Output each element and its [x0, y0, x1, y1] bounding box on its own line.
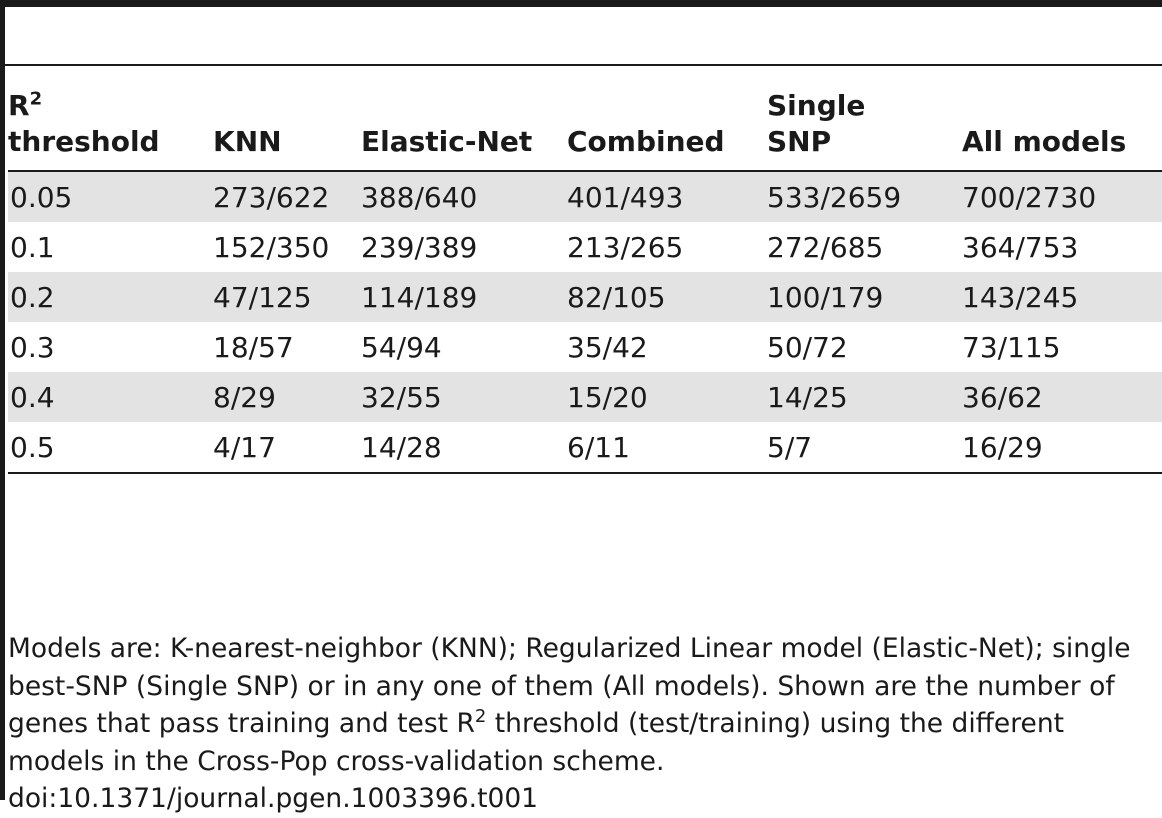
- cell-elastic-net: 388/640: [361, 171, 567, 222]
- header-combined: Combined: [567, 125, 725, 158]
- table-row: 0.3 18/57 54/94 35/42 50/72 73/115: [8, 322, 1162, 372]
- cell-elastic-net: 32/55: [361, 372, 567, 422]
- header-row: R2 threshold KNN Elastic-Net Combined Si…: [8, 88, 1162, 171]
- cell-combined: 6/11: [567, 430, 630, 464]
- footnote-sup: 2: [474, 706, 487, 728]
- header-knn: KNN: [213, 125, 282, 158]
- cell-knn: 273/622: [213, 171, 361, 222]
- header-single-line2: SNP: [767, 125, 832, 158]
- cell-threshold: 0.4: [8, 372, 213, 422]
- cell-single-snp: 14/25: [767, 372, 962, 422]
- cell-all-models: 364/753: [962, 230, 1079, 264]
- cell-knn: 152/350: [213, 230, 330, 264]
- cell-all-models: 73/115: [962, 330, 1061, 364]
- cell-single-snp: 533/2659: [767, 171, 962, 222]
- top-rule: [0, 0, 1162, 7]
- footnote-doi: doi:10.1371/journal.pgen.1003396.t001: [8, 783, 539, 814]
- cell-threshold: 0.5: [10, 430, 55, 464]
- cell-elastic-net: 54/94: [361, 330, 442, 364]
- cell-all-models: 16/29: [962, 430, 1043, 464]
- table-row: 0.1 152/350 239/389 213/265 272/685 364/753: [8, 222, 1162, 272]
- table-row: 0.05 273/622 388/640 401/493 533/2659 700/273…: [8, 171, 1162, 222]
- cell-combined: 35/42: [567, 330, 648, 364]
- header-single-line1: Single: [767, 89, 866, 122]
- header-threshold-sup: 2: [29, 88, 43, 110]
- footnote-text-1: Models are: K-nearest-neighbor (KNN); Re…: [8, 633, 1131, 739]
- table-row: 0.5 4/17 14/28 6/11 5/7 16/29: [8, 422, 1162, 473]
- cell-all-models: 143/245: [962, 272, 1162, 322]
- cell-elastic-net: 114/189: [361, 272, 567, 322]
- cell-threshold: 0.1: [10, 230, 55, 264]
- cell-threshold: 0.3: [10, 330, 55, 364]
- cell-all-models: 700/2730: [962, 171, 1162, 222]
- table-row: 0.2 47/125 114/189 82/105 100/179 143/245: [8, 272, 1162, 322]
- cell-combined: 82/105: [567, 272, 767, 322]
- cell-single-snp: 50/72: [767, 330, 848, 364]
- cell-knn: 8/29: [213, 372, 361, 422]
- cell-combined: 15/20: [567, 372, 767, 422]
- cell-single-snp: 272/685: [767, 230, 884, 264]
- header-single-snp: Single SNP: [767, 88, 962, 171]
- cell-threshold: 0.2: [8, 272, 213, 322]
- header-top-rule: [0, 64, 1162, 66]
- header-threshold: R2 threshold: [8, 88, 213, 171]
- table-body: 0.05 273/622 388/640 401/493 533/2659 700/273…: [8, 171, 1162, 473]
- header-threshold-base: R: [8, 89, 30, 122]
- cell-single-snp: 100/179: [767, 272, 962, 322]
- table-row: 0.4 8/29 32/55 15/20 14/25 36/62: [8, 372, 1162, 422]
- cell-knn: 18/57: [213, 330, 294, 364]
- cell-knn: 4/17: [213, 430, 276, 464]
- cell-all-models: 36/62: [962, 372, 1162, 422]
- table-footnote: Models are: K-nearest-neighbor (KNN); Re…: [8, 630, 1160, 818]
- footnote-text-2: threshold (test/training) using the diff…: [8, 708, 1065, 777]
- cell-threshold: 0.05: [8, 171, 213, 222]
- cell-elastic-net: 239/389: [361, 230, 478, 264]
- header-all-models: All models: [962, 125, 1127, 158]
- cell-combined: 401/493: [567, 171, 767, 222]
- left-rule: [0, 0, 5, 800]
- header-threshold-rest: threshold: [8, 125, 160, 158]
- cell-single-snp: 5/7: [767, 430, 813, 464]
- cell-elastic-net: 14/28: [361, 430, 442, 464]
- header-elastic-net: Elastic-Net: [361, 125, 533, 158]
- cell-knn: 47/125: [213, 272, 361, 322]
- results-table: R2 threshold KNN Elastic-Net Combined Si…: [8, 88, 1162, 474]
- cell-combined: 213/265: [567, 230, 684, 264]
